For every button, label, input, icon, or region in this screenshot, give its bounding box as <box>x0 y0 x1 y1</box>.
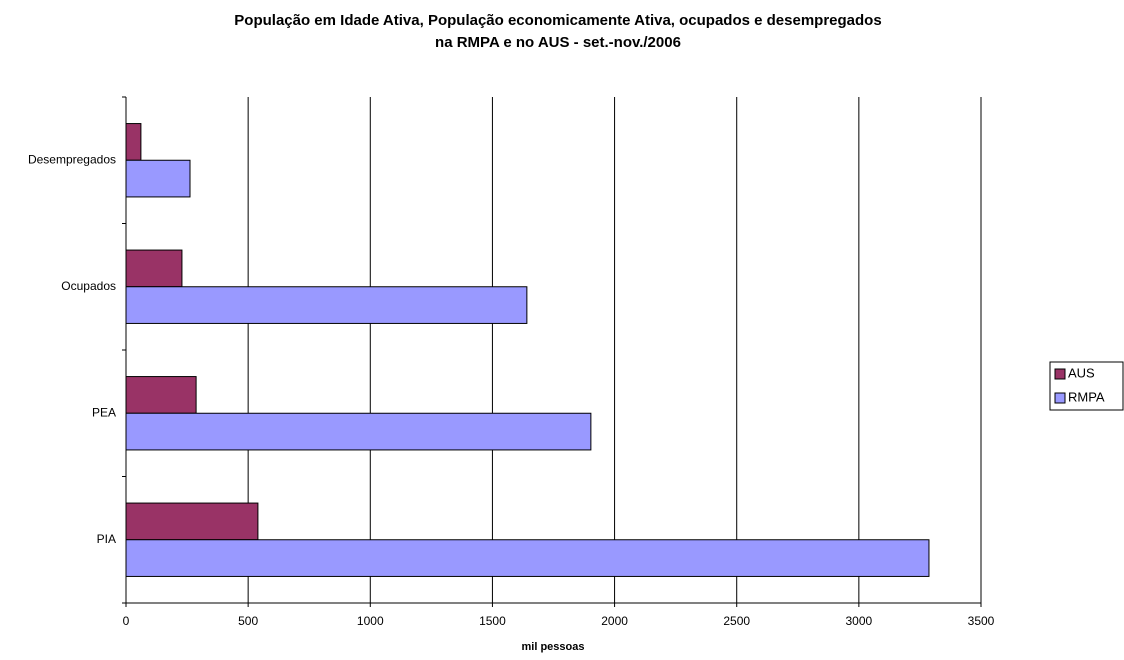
x-tick-label: 1500 <box>479 614 506 628</box>
bar <box>125 159 191 198</box>
x-tick-label: 2500 <box>723 614 750 628</box>
bar <box>125 502 259 541</box>
x-tick-label: 3500 <box>968 614 995 628</box>
chart-title: População em Idade Ativa, População econ… <box>234 12 881 29</box>
bar <box>125 539 930 577</box>
bar <box>125 376 197 414</box>
bar <box>125 249 183 288</box>
chart-title: na RMPA e no AUS - set.-nov./2006 <box>435 34 681 51</box>
x-axis-label: mil pessoas <box>522 641 585 653</box>
y-tick-label: Desempregados <box>28 152 116 166</box>
y-tick-label: PIA <box>97 532 116 546</box>
legend-label: RMPA <box>1068 389 1105 404</box>
x-tick-label: 500 <box>238 614 258 628</box>
bar <box>125 286 528 324</box>
bar <box>125 123 142 161</box>
legend-swatch <box>1054 392 1066 404</box>
y-tick-label: PEA <box>92 405 116 419</box>
legend-swatch <box>1054 368 1066 380</box>
legend-label: AUS <box>1068 365 1095 380</box>
y-tick-label: Ocupados <box>61 279 116 293</box>
bar <box>125 412 592 451</box>
x-tick-label: 0 <box>123 614 130 628</box>
x-tick-label: 3000 <box>846 614 873 628</box>
x-tick-label: 1000 <box>357 614 384 628</box>
x-tick-label: 2000 <box>601 614 628 628</box>
